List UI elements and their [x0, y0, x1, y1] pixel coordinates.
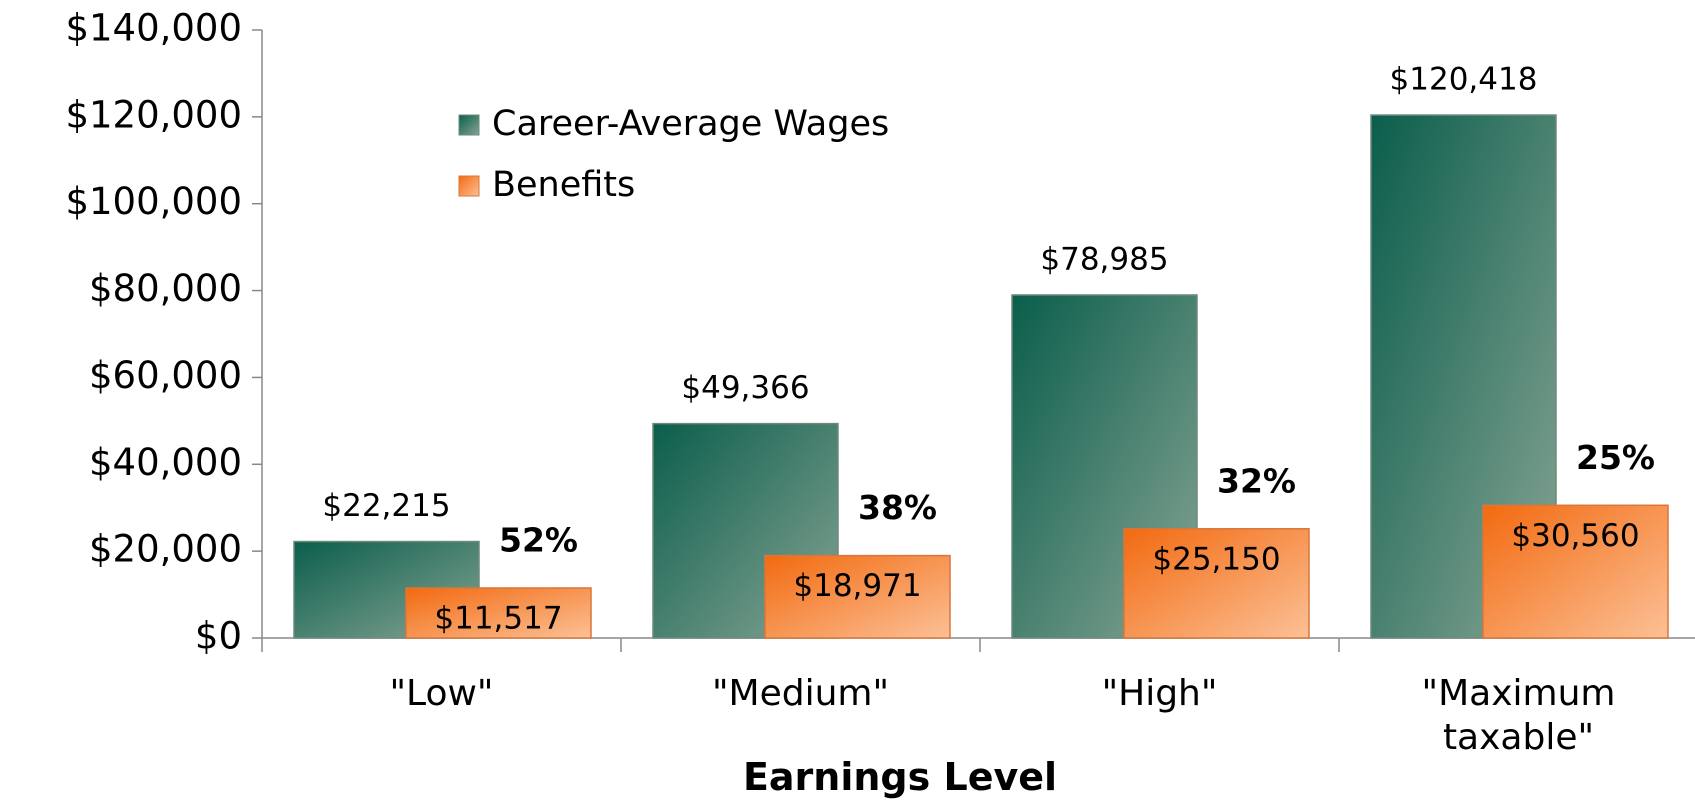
legend-label: Career-Average Wages — [492, 104, 889, 144]
value-label: $22,215 — [322, 488, 450, 524]
value-label: $120,418 — [1390, 62, 1538, 98]
value-label: $25,150 — [1152, 541, 1280, 577]
bar — [764, 554, 951, 639]
bar — [405, 587, 592, 639]
x-tick-label: "High" — [1101, 673, 1218, 714]
bar — [1123, 528, 1310, 639]
y-tick-label: $60,000 — [89, 354, 242, 397]
annotation: 52% — [499, 520, 578, 559]
value-label: $18,971 — [793, 568, 921, 604]
value-label: $11,517 — [434, 600, 562, 636]
value-label: $49,366 — [681, 370, 809, 406]
annotation: 32% — [1217, 461, 1296, 500]
x-axis-title: Earnings Level — [742, 755, 1058, 799]
bar — [1482, 504, 1669, 639]
y-tick-label: $80,000 — [89, 267, 242, 310]
value-label: $30,560 — [1511, 518, 1639, 554]
y-tick-label: $140,000 — [65, 7, 242, 50]
legend-swatch — [458, 175, 480, 197]
y-tick-label: $120,000 — [65, 93, 242, 136]
x-tick-label: "Low" — [389, 673, 494, 714]
annotation: 25% — [1576, 438, 1655, 477]
legend-swatch — [458, 114, 480, 136]
y-tick-label: $20,000 — [89, 528, 242, 571]
annotation: 38% — [858, 488, 937, 527]
y-tick-label: $40,000 — [89, 441, 242, 484]
y-tick-label: $0 — [195, 615, 242, 658]
x-tick-label: "Maximum taxable" — [1421, 673, 1616, 758]
y-tick-label: $100,000 — [65, 180, 242, 223]
value-label: $78,985 — [1040, 241, 1168, 277]
x-tick-label: "Medium" — [711, 673, 890, 714]
legend-label: Benefits — [492, 165, 635, 205]
